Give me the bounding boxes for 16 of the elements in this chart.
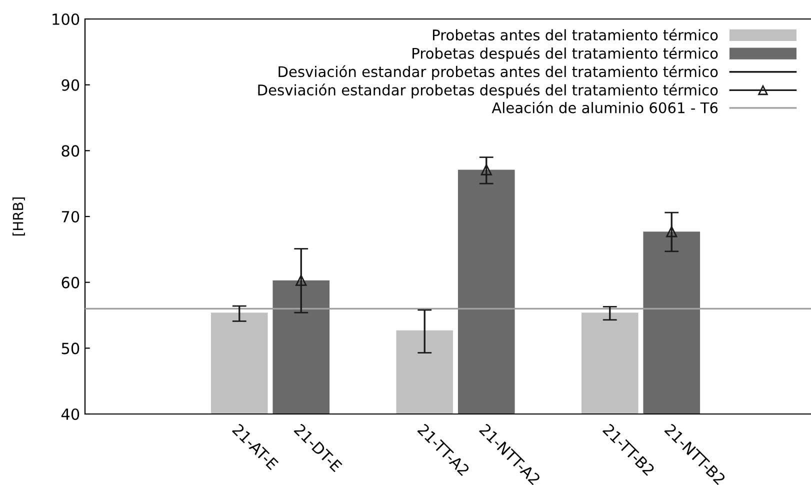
y-tick-label: 70 (62, 210, 80, 223)
legend-label: Aleación de aluminio 6061 - T6 (492, 101, 718, 114)
y-tick-label: 50 (62, 342, 80, 354)
legend-label: Probetas después del tratamiento térmico (412, 46, 718, 62)
y-tick-label: 80 (62, 145, 80, 157)
point (480, 164, 492, 176)
point (666, 226, 678, 238)
y-tick-label: 60 (62, 276, 80, 288)
legend-label: Probetas antes del tratamiento térmico (432, 28, 718, 40)
y-axis-title: [HRB] (12, 197, 25, 236)
y-tick-label: 100 (52, 13, 80, 26)
y-tick-label: 40 (61, 408, 80, 420)
annotation: Desviación estandar probetas antes del tratamiento térmico (278, 65, 718, 80)
point (296, 274, 307, 286)
legend-label: Desviación estandar probetas después del tratamiento térmico (258, 84, 718, 98)
y-tick-label: 90 (62, 79, 80, 91)
